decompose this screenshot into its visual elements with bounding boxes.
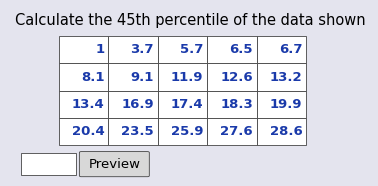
Text: 19.9: 19.9	[270, 98, 302, 111]
Bar	[257, 63, 306, 91]
Text: 17.4: 17.4	[171, 98, 203, 111]
Bar	[108, 118, 158, 145]
Bar	[257, 91, 306, 118]
Text: 1: 1	[95, 43, 104, 56]
Text: 23.5: 23.5	[121, 125, 154, 138]
Text: 25.9: 25.9	[171, 125, 203, 138]
Text: 13.4: 13.4	[71, 98, 104, 111]
FancyBboxPatch shape	[79, 152, 149, 177]
Text: 20.4: 20.4	[71, 125, 104, 138]
Text: 5.7: 5.7	[180, 43, 203, 56]
Text: Preview: Preview	[88, 158, 140, 171]
Bar	[158, 63, 207, 91]
Text: 27.6: 27.6	[220, 125, 253, 138]
Bar	[21, 153, 76, 175]
Bar	[59, 91, 108, 118]
Bar	[108, 63, 158, 91]
Bar	[108, 91, 158, 118]
Text: 9.1: 9.1	[130, 70, 154, 84]
Text: 11.9: 11.9	[171, 70, 203, 84]
Text: 13.2: 13.2	[270, 70, 302, 84]
Bar	[59, 36, 108, 63]
Text: 28.6: 28.6	[270, 125, 302, 138]
Bar	[158, 91, 207, 118]
Bar	[257, 36, 306, 63]
Bar	[207, 118, 257, 145]
Bar	[108, 36, 158, 63]
Text: 8.1: 8.1	[81, 70, 104, 84]
Bar	[257, 118, 306, 145]
Text: 12.6: 12.6	[220, 70, 253, 84]
Bar	[59, 118, 108, 145]
Text: 16.9: 16.9	[121, 98, 154, 111]
Bar	[207, 91, 257, 118]
Bar	[158, 36, 207, 63]
Text: 6.7: 6.7	[279, 43, 302, 56]
Bar	[59, 63, 108, 91]
Text: 6.5: 6.5	[229, 43, 253, 56]
Bar	[158, 118, 207, 145]
Text: 3.7: 3.7	[130, 43, 154, 56]
Text: 18.3: 18.3	[220, 98, 253, 111]
Bar	[207, 63, 257, 91]
Bar	[207, 36, 257, 63]
Text: Calculate the 45th percentile of the data shown: Calculate the 45th percentile of the dat…	[15, 13, 366, 28]
